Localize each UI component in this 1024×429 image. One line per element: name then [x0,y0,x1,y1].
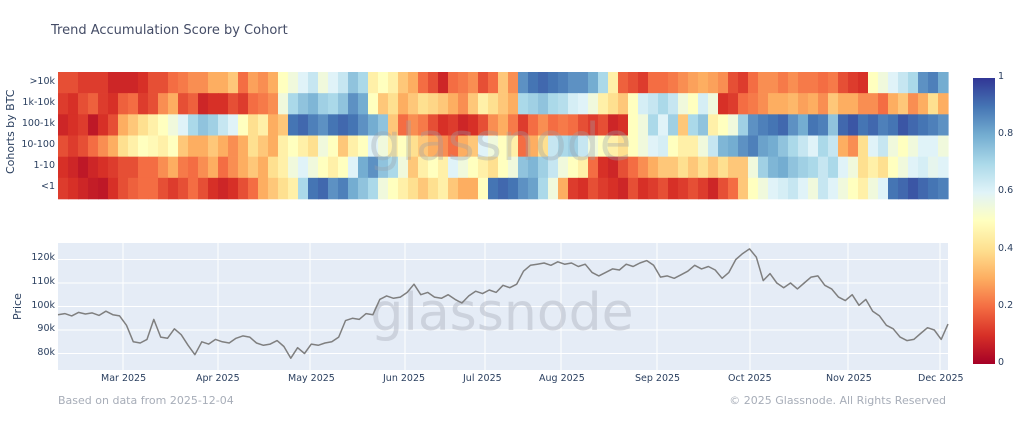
x-tick: Jun 2025 [383,373,426,384]
chart-title: Trend Accumulation Score by Cohort [51,23,288,38]
price-watermark: glassnode [370,283,633,343]
x-tick: Mar 2025 [101,373,147,384]
colorbar-tick: 0.8 [998,128,1014,140]
heatmap [58,72,949,200]
price-y-tick: 80k [37,346,55,358]
colorbar-tick: 0.6 [998,185,1014,197]
price-gridlines [58,243,948,370]
colorbar-tick: 0.2 [998,299,1014,311]
x-tick: Dec 2025 [918,373,964,384]
price-line [57,248,949,359]
footer-copyright: © 2025 Glassnode. All Rights Reserved [729,394,946,407]
x-tick: Apr 2025 [196,373,240,384]
heatmap-row-label: >10k [29,75,55,87]
heatmap-row-label: 100-1k [21,117,55,129]
heatmap-row-label: <1 [40,181,55,193]
price-y-tick: 110k [31,275,55,287]
x-tick: Jul 2025 [463,373,502,384]
price-y-tick: 120k [31,252,55,264]
price-y-tick: 90k [37,323,55,335]
colorbar [973,78,995,364]
x-tick: May 2025 [288,373,335,384]
x-tick: Nov 2025 [826,373,872,384]
footer-data-date: Based on data from 2025-12-04 [58,394,234,407]
x-tick: Sep 2025 [635,373,681,384]
colorbar-tick: 0.4 [998,242,1014,254]
heatmap-row-label: 1-10 [33,160,55,172]
heatmap-row-label: 10-100 [21,139,55,151]
price-y-tick: 100k [31,299,55,311]
x-tick: Aug 2025 [539,373,585,384]
colorbar-tick: 1 [998,71,1005,82]
heatmap-watermark: glassnode [368,113,631,173]
x-tick: Oct 2025 [728,373,772,384]
heatmap-row-label: 1k-10k [22,96,55,108]
colorbar-tick: 0 [998,357,1005,368]
